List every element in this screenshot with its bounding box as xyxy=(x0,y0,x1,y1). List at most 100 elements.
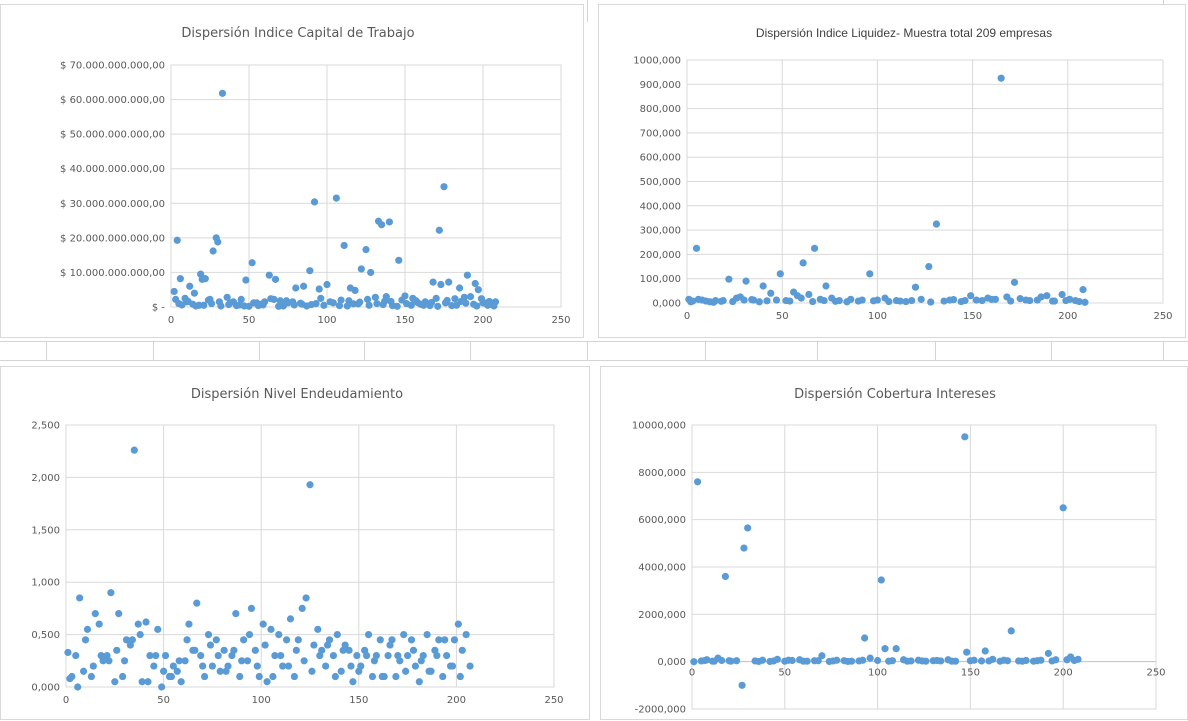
data-point xyxy=(411,662,420,670)
data-point xyxy=(474,286,482,294)
data-point xyxy=(138,678,146,686)
data-point xyxy=(755,298,763,306)
data-point xyxy=(146,651,154,660)
data-point xyxy=(192,302,200,310)
data-point xyxy=(407,636,416,644)
data-point xyxy=(820,296,828,305)
data-point xyxy=(357,265,365,273)
data-point xyxy=(437,280,445,289)
data-point xyxy=(158,683,166,691)
data-point xyxy=(896,297,904,305)
data-point xyxy=(814,657,822,665)
chart-panel-endeudamiento[interactable]: Dispersión Nivel Endeudamiento 0,000 0,50… xyxy=(0,366,590,720)
data-point xyxy=(829,657,837,665)
data-point xyxy=(232,302,241,310)
data-point xyxy=(701,656,709,665)
x-tick-label: 100 xyxy=(868,311,887,322)
data-point xyxy=(181,657,189,665)
plot-area-frame xyxy=(691,424,1157,710)
data-point xyxy=(740,296,748,304)
y-tick-label: 800,000 xyxy=(640,104,681,115)
data-point xyxy=(435,636,443,644)
data-point xyxy=(343,302,351,310)
data-point xyxy=(687,298,695,306)
data-point xyxy=(292,646,300,654)
data-point xyxy=(134,620,142,628)
data-point xyxy=(740,544,748,552)
data-point xyxy=(471,279,479,288)
x-tick-label: 150 xyxy=(395,315,414,326)
data-point xyxy=(386,641,394,649)
scatter-chart-liquidez: Dispersión Indice Liquidez- Muestra tota… xyxy=(633,26,1172,322)
data-point xyxy=(204,631,213,639)
y-tick-label: 1000,000 xyxy=(633,56,681,67)
data-point xyxy=(725,657,733,665)
data-point xyxy=(238,657,246,665)
data-point xyxy=(463,271,471,279)
y-tick-label: $ 10.000.000.000,00 xyxy=(60,268,165,279)
data-point xyxy=(167,672,176,681)
data-point xyxy=(961,433,969,441)
data-point xyxy=(462,299,470,307)
y-tick-label: 100,000 xyxy=(640,274,681,285)
data-point xyxy=(89,662,97,670)
data-point xyxy=(981,647,989,655)
data-point xyxy=(310,641,318,649)
data-point xyxy=(874,656,882,665)
data-point xyxy=(248,259,256,267)
y-tick-label: 400,000 xyxy=(640,201,681,212)
x-tick-label: 250 xyxy=(551,315,570,326)
data-point xyxy=(371,293,379,301)
data-point xyxy=(259,620,267,628)
data-point xyxy=(433,651,441,660)
data-point xyxy=(888,657,897,665)
data-point xyxy=(1007,627,1015,635)
data-point xyxy=(160,667,168,675)
data-point xyxy=(214,651,222,660)
data-point xyxy=(97,651,105,660)
data-point xyxy=(294,636,302,644)
tick-label-layer: -2000,000 0,000 2000,000 4000,000 6000,000 80… xyxy=(632,421,1166,716)
data-point xyxy=(240,302,248,310)
data-point xyxy=(323,641,332,649)
data-point xyxy=(1018,657,1026,665)
data-point xyxy=(1081,298,1089,306)
x-tick-label: 100 xyxy=(252,695,271,706)
data-point xyxy=(799,259,807,267)
data-point xyxy=(310,198,319,206)
data-point xyxy=(81,636,90,644)
data-point xyxy=(818,652,826,660)
data-point xyxy=(759,282,767,290)
y-tick-label: $ - xyxy=(152,303,166,314)
data-point xyxy=(107,589,115,597)
data-point xyxy=(329,651,338,660)
data-point xyxy=(822,282,830,290)
data-point xyxy=(940,297,948,305)
data-point xyxy=(74,683,82,691)
data-point xyxy=(250,299,258,307)
y-tick-label: 300,000 xyxy=(640,226,681,237)
y-tick-label: $ 40.000.000.000,00 xyxy=(60,164,165,175)
data-point xyxy=(323,280,331,289)
data-point xyxy=(225,300,233,309)
data-point xyxy=(385,218,393,226)
data-point xyxy=(206,641,215,649)
chart-panel-liquidez[interactable]: Dispersión Indice Liquidez- Muestra tota… xyxy=(598,4,1186,338)
data-point xyxy=(892,645,900,653)
sheet-gridline-v1 xyxy=(46,341,47,361)
y-tick-label: 500,000 xyxy=(640,177,681,188)
data-point xyxy=(339,646,347,654)
data-point xyxy=(337,667,345,675)
y-tick-label: $ 30.000.000.000,00 xyxy=(60,199,165,210)
data-point xyxy=(300,657,308,665)
chart-panel-cobertura-intereses[interactable]: Dispersión Cobertura Intereses -2000,000… xyxy=(600,366,1188,720)
data-point xyxy=(869,297,878,305)
data-point xyxy=(332,194,340,202)
chart-panel-capital-trabajo[interactable]: Dispersión Indice Capital de Trabajo $ -… xyxy=(0,4,584,338)
data-point xyxy=(877,576,885,584)
y-tick-label: 600,000 xyxy=(640,153,681,164)
grid-layer xyxy=(65,424,555,688)
data-point xyxy=(292,284,300,292)
data-point xyxy=(767,289,775,297)
data-point xyxy=(91,610,99,618)
